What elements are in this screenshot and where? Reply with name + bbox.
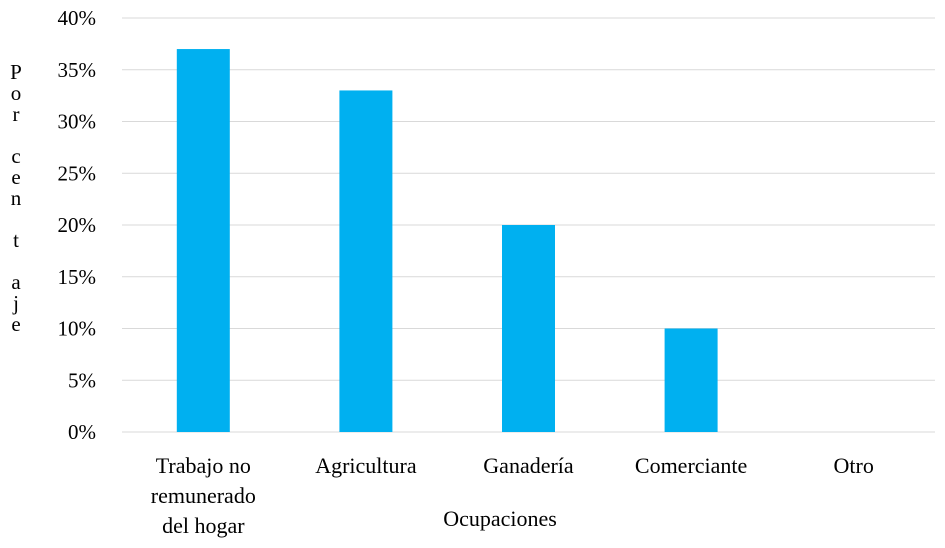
x-tick-label: Otro <box>833 453 874 478</box>
y-tick-label: 25% <box>58 161 97 185</box>
y-tick-label: 0% <box>68 420 96 444</box>
y-tick-label: 20% <box>58 213 97 237</box>
x-tick-label: Comerciante <box>634 453 748 478</box>
x-tick-label: Agricultura <box>315 453 417 478</box>
y-tick-label: 10% <box>58 317 97 341</box>
y-axis-ticks: 0% 5% 10% 15% 20% 25% 30% 35% 40% <box>58 6 97 444</box>
y-tick-label: 40% <box>58 6 97 30</box>
y-tick-label: 30% <box>58 110 97 134</box>
y-tick-label: 15% <box>58 265 97 289</box>
bars <box>176 49 718 433</box>
x-tick-label: Trabajo no remunerado del hogar <box>150 453 256 538</box>
y-tick-label: 35% <box>58 58 97 82</box>
x-tick-label: Ganadería <box>483 453 574 478</box>
bar <box>176 49 230 433</box>
bar <box>339 90 393 432</box>
bar <box>664 328 718 432</box>
y-axis-title: P o r c e n t a j e <box>10 60 22 336</box>
x-axis-title: Ocupaciones <box>443 506 557 531</box>
y-tick-label: 5% <box>68 368 96 392</box>
bar <box>502 225 555 432</box>
